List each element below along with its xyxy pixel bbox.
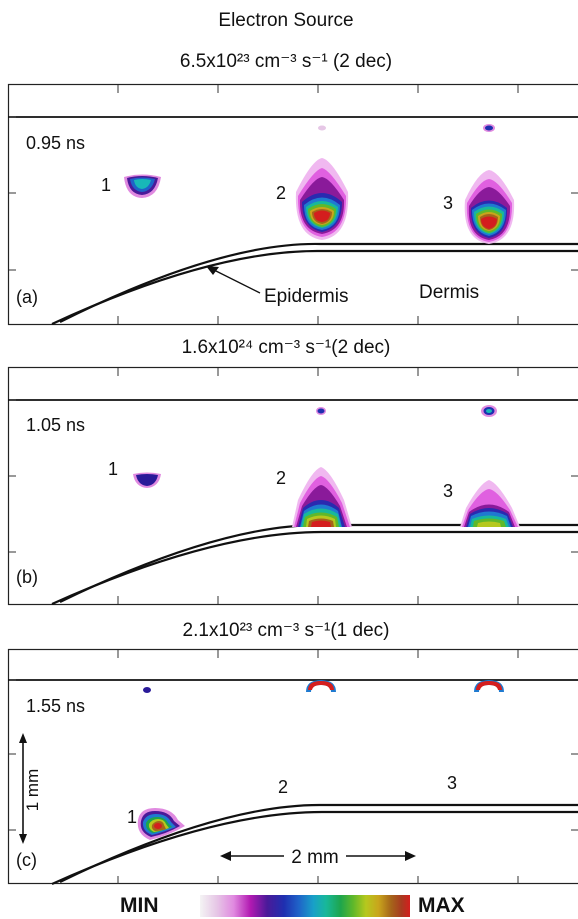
panel-b-epidermis-curve [59, 523, 578, 603]
panel-c-dermis-curve [51, 810, 578, 886]
panel-c-letter: (c) [16, 850, 37, 870]
panel-c-frame [7, 648, 578, 885]
panel-a-source-1-plume [124, 174, 161, 198]
vertical-scale-bar [19, 733, 27, 844]
panel-a-time: 0.95 ns [26, 133, 85, 153]
vertical-scale-label: 1 mm [23, 769, 42, 812]
panel-a-letter: (a) [16, 287, 38, 307]
panel-c: 2.1x10²³ cm⁻³ s⁻¹(1 dec) 1.55 ns (c) [7, 620, 578, 886]
panel-c-time: 1.55 ns [26, 696, 85, 716]
panel-b-source-1-plume [133, 472, 161, 488]
panel-b: 1.6x10²⁴ cm⁻³ s⁻¹(2 dec) 1.05 ns (b) 1 [7, 337, 578, 606]
figure-title: Electron Source [218, 10, 353, 31]
panel-a: 6.5x10²³ cm⁻³ s⁻¹ (2 dec) 0.95 ns (a) 1 [7, 51, 578, 326]
panel-a-label-1: 1 [101, 175, 111, 195]
epidermis-arrow [206, 266, 261, 294]
panel-b-header: 1.6x10²⁴ cm⁻³ s⁻¹(2 dec) [182, 337, 391, 358]
panel-b-source-3-plume [460, 405, 520, 527]
panel-a-label-3: 3 [443, 193, 453, 213]
horizontal-scale-bar [220, 851, 416, 861]
panel-c-source-1-plume [137, 808, 185, 840]
panel-a-source-2-plume [295, 125, 349, 240]
horizontal-scale-label: 2 mm [291, 847, 339, 868]
panel-c-header: 2.1x10²³ cm⁻³ s⁻¹(1 dec) [183, 620, 390, 641]
dermis-label: Dermis [419, 282, 479, 303]
panel-c-epidermis-curve [59, 803, 578, 883]
panel-c-label-3: 3 [447, 773, 457, 793]
panel-b-label-2: 2 [276, 468, 286, 488]
panel-c-top-emissions [143, 680, 504, 693]
panel-b-time: 1.05 ns [26, 415, 85, 435]
panel-b-dermis-curve [51, 530, 578, 606]
panel-b-letter: (b) [16, 567, 38, 587]
epidermis-label: Epidermis [264, 286, 348, 307]
panel-a-label-2: 2 [276, 183, 286, 203]
panel-a-header: 6.5x10²³ cm⁻³ s⁻¹ (2 dec) [180, 51, 392, 72]
panel-c-label-1: 1 [127, 807, 137, 827]
panel-b-frame [7, 366, 578, 606]
panel-a-source-3-plume [464, 124, 515, 244]
panel-b-ticks [9, 368, 578, 604]
panel-c-label-2: 2 [278, 777, 288, 797]
panel-a-frame [7, 83, 578, 326]
panel-b-source-2-plume [292, 407, 352, 527]
panel-b-label-1: 1 [108, 459, 118, 479]
panel-b-label-3: 3 [443, 481, 453, 501]
panel-c-ticks [9, 650, 578, 884]
color-scale-min-label: MIN [120, 894, 159, 917]
panel-a-ticks [9, 85, 578, 324]
panel-a-epidermis-curve [59, 242, 578, 323]
color-scale-max-label: MAX [418, 894, 465, 917]
color-scale-legend: MIN MAX [120, 894, 465, 917]
color-scale-bar [200, 895, 410, 917]
